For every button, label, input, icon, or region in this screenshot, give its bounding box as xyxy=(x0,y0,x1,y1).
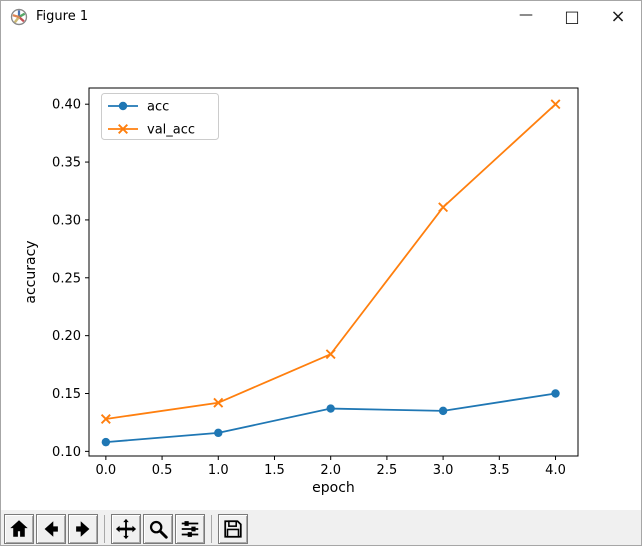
x-tick-label: 1.0 xyxy=(208,463,229,478)
x-tick-label: 3.5 xyxy=(489,463,510,478)
x-tick-label: 2.5 xyxy=(377,463,398,478)
x-tick-label: 0.0 xyxy=(96,463,117,478)
window-title: Figure 1 xyxy=(36,9,89,24)
zoom-button[interactable] xyxy=(143,513,173,544)
maximize-icon: □ xyxy=(564,7,580,26)
x-tick-label: 0.5 xyxy=(152,463,173,478)
window-controls: — □ × xyxy=(503,1,641,32)
navigation-toolbar xyxy=(1,510,641,545)
legend-label-val_acc: val_acc xyxy=(147,123,195,138)
matplotlib-logo-icon xyxy=(10,8,28,26)
marker-acc xyxy=(326,404,335,413)
marker-acc xyxy=(551,389,560,398)
x-tick-label: 1.5 xyxy=(264,463,285,478)
y-tick-label: 0.30 xyxy=(52,213,81,228)
x-tick-label: 4.0 xyxy=(545,463,566,478)
marker-acc xyxy=(101,437,111,447)
series-acc xyxy=(101,389,560,447)
marker-val_acc xyxy=(438,202,449,213)
magnifier-icon xyxy=(149,520,168,539)
line-chart[interactable]: 0.0 0.5 1.0 1.5 2.0 2.5 3.0 3.5 4.0 0.10 0.15 0.20 0… xyxy=(1,32,641,510)
marker-acc xyxy=(214,428,223,438)
y-tick-label: 0.15 xyxy=(52,387,81,402)
marker-acc xyxy=(118,101,128,111)
figure-canvas[interactable]: 0.0 0.5 1.0 1.5 2.0 2.5 3.0 3.5 4.0 0.10 0.15 0.20 0… xyxy=(1,32,641,510)
arrow-right-icon xyxy=(76,520,90,537)
floppy-icon xyxy=(224,519,242,538)
back-button[interactable] xyxy=(36,513,66,544)
axes-box xyxy=(88,87,579,457)
close-icon: × xyxy=(610,6,626,27)
legend-box xyxy=(101,93,219,140)
marker-val_acc xyxy=(325,349,336,360)
marker-val_acc xyxy=(100,413,111,424)
y-tick-label: 0.40 xyxy=(52,98,81,113)
marker-val_acc xyxy=(550,99,561,110)
close-button[interactable]: × xyxy=(595,1,641,32)
configure-subplots-button[interactable] xyxy=(175,513,205,544)
save-button[interactable] xyxy=(218,513,248,544)
x-tick-label: 3.0 xyxy=(433,463,454,478)
move-icon xyxy=(115,518,137,539)
minimize-button[interactable]: — xyxy=(503,1,549,32)
marker-acc xyxy=(438,406,448,416)
toolbar-separator xyxy=(104,514,105,543)
legend: acc val_acc xyxy=(101,93,219,140)
marker-val_acc xyxy=(213,397,224,408)
minimize-icon: — xyxy=(519,6,533,23)
y-axis-label: accuracy xyxy=(23,240,39,303)
home-icon xyxy=(10,519,28,537)
toolbar-separator xyxy=(211,514,212,543)
legend-label-acc: acc xyxy=(147,100,169,115)
x-tick-label: 2.0 xyxy=(320,463,341,478)
series-val_acc xyxy=(100,99,561,424)
y-tick-label: 0.25 xyxy=(52,271,81,286)
maximize-button[interactable]: □ xyxy=(549,1,595,32)
arrow-left-icon xyxy=(44,520,58,537)
home-button[interactable] xyxy=(4,513,34,544)
sliders-icon xyxy=(181,520,199,537)
y-tick-label: 0.20 xyxy=(52,329,81,344)
titlebar[interactable]: Figure 1 — □ × xyxy=(1,1,641,32)
marker-val_acc xyxy=(118,124,128,134)
y-tick-label: 0.35 xyxy=(52,156,81,171)
pan-button[interactable] xyxy=(111,513,141,544)
x-axis-label: epoch xyxy=(312,480,355,496)
y-tick-label: 0.10 xyxy=(52,445,81,460)
forward-button[interactable] xyxy=(68,513,98,544)
